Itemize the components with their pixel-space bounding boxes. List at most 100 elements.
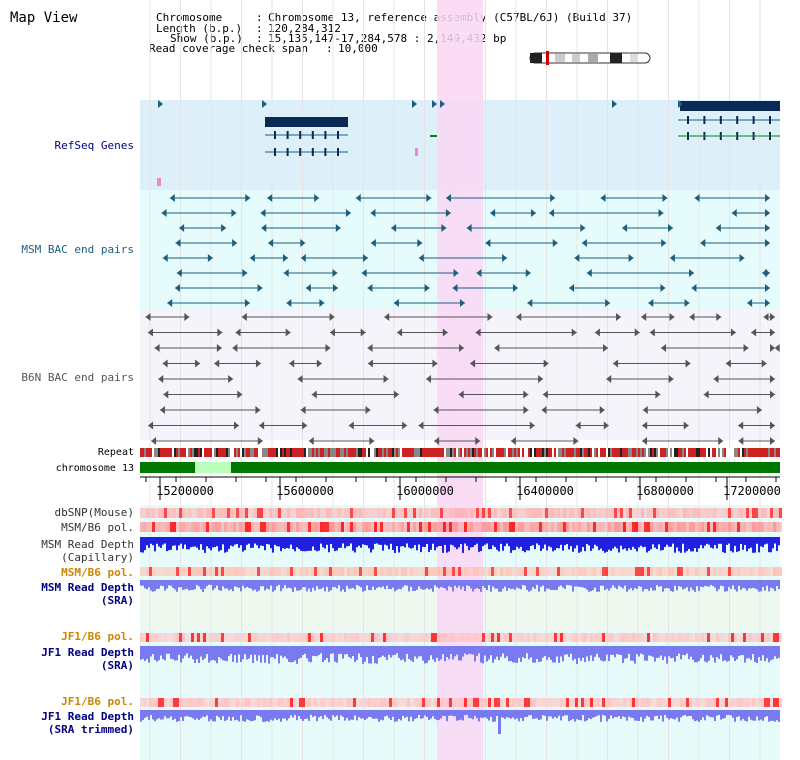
jf1-trimmed-depth-bar <box>376 710 378 719</box>
msm-sra-depth-bar <box>690 580 692 588</box>
jf1-trimmed-depth-bar <box>636 710 638 721</box>
msm-sra-depth-bar <box>624 580 626 586</box>
jf1-trimmed-depth-bar <box>692 710 694 720</box>
dbsnp-cell <box>185 508 188 518</box>
msm-pol2-cell <box>365 567 368 576</box>
repeat-cell <box>330 448 332 457</box>
repeat-cell <box>392 448 394 457</box>
msm-pol-cell <box>665 522 668 532</box>
jf1-trimmed-depth-bar <box>458 710 460 721</box>
msm-pol2-cell <box>455 567 458 576</box>
jf1-pol2-cell <box>626 698 629 707</box>
msm-capillary-depth-bar <box>174 537 176 546</box>
repeat-cell <box>428 448 430 457</box>
dbsnp-cell <box>527 508 530 518</box>
msm-pol2-cell <box>608 567 611 576</box>
jf1-trimmed-depth-bar <box>726 710 728 716</box>
jf1-pol-cell <box>362 633 365 642</box>
msm-pair-end <box>527 299 533 307</box>
jf1-sra-depth-bar <box>322 646 324 663</box>
msm-capillary-depth-bar <box>484 537 486 545</box>
jf1-pol2-cell <box>335 698 338 707</box>
jf1-pol-cell <box>641 633 644 642</box>
jf1-pol2-cell <box>182 698 185 707</box>
chromosome-ideogram[interactable] <box>529 51 651 65</box>
msm-pair-end <box>221 224 227 232</box>
jf1-sra-depth-bar <box>776 646 778 659</box>
msm-pol2-cell <box>155 567 158 576</box>
jf1-trimmed-depth-bar <box>494 710 496 722</box>
repeat-cell <box>594 448 596 457</box>
jf1-pol2-cell <box>617 698 620 707</box>
msm-pair-end <box>332 269 338 277</box>
msm-pair-end <box>684 299 690 307</box>
jf1-trimmed-depth-bar <box>516 710 518 719</box>
msm-pol-cell <box>371 522 374 532</box>
jf1-pol2-cell <box>710 698 713 707</box>
msm-sra-depth-bar <box>228 580 230 591</box>
msm-pol2-cell <box>449 567 452 576</box>
jf1-sra-depth-bar <box>482 646 484 664</box>
msm-sra-depth-bar <box>362 580 364 592</box>
repeat-cell <box>628 448 630 457</box>
dbsnp-cell <box>536 508 539 518</box>
jf1-trimmed-depth-bar <box>326 710 328 718</box>
repeat-cell <box>460 448 462 457</box>
jf1-trimmed-depth-bar <box>374 710 376 719</box>
jf1-sra-depth-bar <box>738 646 740 657</box>
jf1-pol2-cell <box>464 698 467 707</box>
dbsnp-cell <box>443 508 446 518</box>
repeat-cell <box>640 448 642 457</box>
msm-sra-depth-bar <box>588 580 590 592</box>
jf1-trimmed-depth-spike <box>498 712 501 734</box>
msm-sra-depth-bar <box>160 580 162 586</box>
jf1-trimmed-depth-bar <box>488 710 490 721</box>
jf1-sra-depth-bar <box>590 646 592 656</box>
jf1-sra-depth-bar <box>416 646 418 659</box>
repeat-cell <box>450 448 452 457</box>
jf1-sra-depth-bar <box>314 646 316 657</box>
jf1-trimmed-depth-bar <box>556 710 558 719</box>
msm-pol2-cell <box>233 567 236 576</box>
jf1-sra-depth-bar <box>650 646 652 656</box>
msm-pol2-cell <box>302 567 305 576</box>
msm-pol2-cell <box>575 567 578 576</box>
msm-sra-depth-bar <box>414 580 416 591</box>
jf1-pol2-cell <box>509 698 512 707</box>
jf1-trimmed-depth-bar <box>390 710 392 721</box>
jf1-pol2-cell <box>575 698 578 707</box>
msm-pol2-cell <box>773 567 776 576</box>
msm-pol2-cell <box>428 567 431 576</box>
msm-sra-depth-bar <box>466 580 468 586</box>
repeat-cell <box>638 448 640 457</box>
msm-capillary-depth-bar <box>730 537 732 552</box>
jf1-sra-depth-bar <box>756 646 758 664</box>
msm-capillary-depth-bar <box>328 537 330 553</box>
jf1-pol-cell <box>272 633 275 642</box>
jf1-trimmed-depth-bar <box>348 710 350 721</box>
jf1-trimmed-depth-bar <box>196 710 198 719</box>
msm-sra-depth-bar <box>188 580 190 591</box>
jf1-sra-depth-bar <box>446 646 448 658</box>
b6n-bac-pairs[interactable] <box>145 313 780 445</box>
jf1-pol2-cell <box>488 698 491 707</box>
msm-sra-depth-bar <box>434 580 436 586</box>
dbsnp-cell <box>245 508 248 518</box>
msm-pol-cell <box>302 522 305 532</box>
repeat-cell <box>540 448 542 457</box>
jf1-pol2-cell <box>287 698 290 707</box>
jf1-trimmed-depth-bar <box>536 710 538 719</box>
jf1-sra-depth-bar <box>638 646 640 657</box>
refseq-gene-features[interactable] <box>157 100 780 186</box>
jf1-pol-cell <box>557 633 560 642</box>
jf1-pol2-cell <box>716 698 719 707</box>
jf1-sra-depth-bar <box>330 646 332 654</box>
jf1-trimmed-depth-bar <box>662 710 664 722</box>
jf1-trimmed-depth-bar <box>534 710 536 719</box>
b6n-pair-end <box>257 437 263 445</box>
msm-capillary-depth-bar <box>486 537 488 544</box>
msm-bac-pairs[interactable] <box>161 194 770 307</box>
repeat-cell <box>522 448 524 457</box>
dbsnp-cell <box>407 508 410 518</box>
